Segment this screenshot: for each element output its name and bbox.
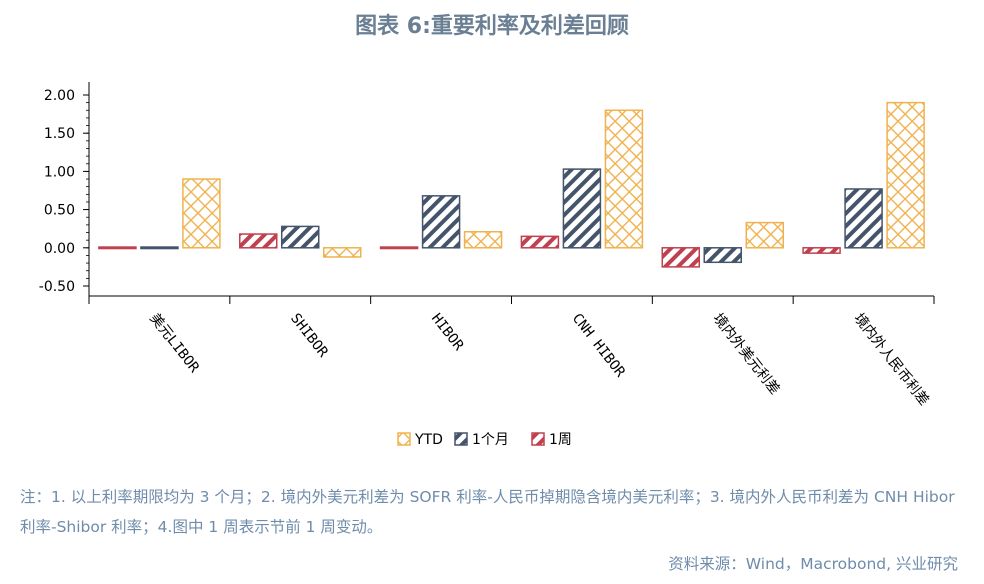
- bar-YTD: [182, 178, 221, 249]
- bar-YTD: [886, 101, 925, 249]
- bar-1个月: [844, 188, 883, 249]
- bar-1个月: [281, 225, 320, 249]
- y-tick-label: 2.00: [44, 88, 75, 104]
- bar-1周: [239, 233, 278, 249]
- bar-YTD: [745, 221, 784, 249]
- y-tick-label: 0.50: [44, 203, 75, 219]
- source-line: 资料来源：Wind，Macrobond, 兴业研究: [668, 555, 958, 573]
- bar-1周: [520, 235, 560, 249]
- x-category-label: 境内外美元利差: [710, 311, 783, 398]
- y-tick-label: 1.50: [44, 126, 75, 142]
- legend-swatch: [454, 432, 468, 446]
- bar-1周: [802, 247, 841, 254]
- y-tick-label: -0.50: [39, 279, 75, 295]
- bar-YTD: [604, 109, 644, 249]
- bar-chart: 2.00 1.50 1.00 0.50 0.00 -0.50 美元LIBOR SHIBOR H…: [39, 82, 935, 448]
- x-category-label: 美元LIBOR: [146, 311, 202, 377]
- bar-YTD: [323, 247, 362, 258]
- legend-swatch: [531, 432, 545, 446]
- legend-swatch: [397, 432, 411, 446]
- bar-1个月: [703, 247, 742, 264]
- bar-1个月: [562, 168, 602, 249]
- bar-YTD: [463, 231, 503, 249]
- bar-1周: [379, 246, 419, 250]
- bar-1周: [661, 247, 700, 268]
- legend-label: 1周: [549, 432, 572, 448]
- x-category-label: HIBOR: [428, 311, 467, 355]
- x-category-label: SHIBOR: [287, 311, 331, 361]
- chart-note: 注：1. 以上利率期限均为 3 个月；2. 境内外美元利差为 SOFR 利率-人…: [20, 488, 955, 536]
- x-category-label: 境内外人民币利差: [850, 311, 932, 409]
- y-tick-label: 0.00: [44, 241, 75, 257]
- bar-1个月: [421, 195, 461, 249]
- bar-1周: [98, 246, 137, 250]
- y-tick-label: 1.00: [44, 164, 75, 180]
- chart-title: 图表 6:重要利率及利差回顾: [355, 14, 629, 39]
- x-category-label: CNH HIBOR: [569, 311, 629, 381]
- legend-label: 1个月: [472, 432, 509, 448]
- legend-label: YTD: [414, 432, 443, 448]
- bar-1个月: [140, 246, 179, 250]
